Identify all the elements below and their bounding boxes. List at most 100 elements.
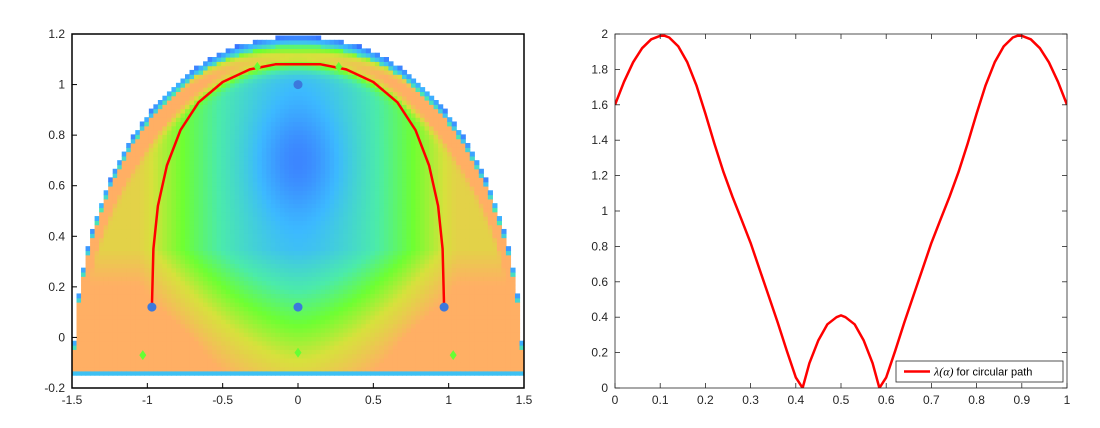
heatmap-cell xyxy=(234,82,240,88)
heatmap-cell xyxy=(352,65,358,71)
heatmap-cell xyxy=(121,181,127,187)
heatmap-cell xyxy=(352,246,358,252)
heatmap-cell xyxy=(266,297,272,303)
heatmap-cell xyxy=(270,216,276,221)
heatmap-cell xyxy=(103,246,109,252)
heatmap-cell xyxy=(157,168,163,174)
heatmap-cell xyxy=(352,164,358,170)
heatmap-cell xyxy=(171,306,177,312)
heatmap-cell xyxy=(392,332,399,338)
heatmap-cell xyxy=(203,65,209,71)
heatmap-cell xyxy=(279,125,286,131)
heatmap-cell xyxy=(252,349,258,355)
heatmap-cell xyxy=(212,95,218,101)
heatmap-cell xyxy=(383,233,389,239)
heatmap-cell xyxy=(275,280,281,286)
heatmap-cell xyxy=(130,284,136,290)
heatmap-cell xyxy=(298,336,304,342)
heatmap-cell xyxy=(284,271,290,277)
heatmap-cell xyxy=(225,61,231,67)
heatmap-cell xyxy=(198,151,204,157)
heatmap-cell xyxy=(293,134,299,140)
heatmap-cell xyxy=(347,289,353,295)
heatmap-cell xyxy=(252,284,258,290)
heatmap-cell xyxy=(148,220,154,226)
heatmap-cell xyxy=(383,173,389,178)
heatmap-cell xyxy=(365,207,371,213)
heatmap-cell xyxy=(334,224,340,230)
heatmap-cell xyxy=(392,190,399,196)
heatmap-cell xyxy=(338,289,344,295)
heatmap-cell xyxy=(293,362,299,368)
heatmap-cell xyxy=(316,69,322,75)
heatmap-cell xyxy=(298,190,304,196)
heatmap-cell xyxy=(157,327,163,333)
heatmap-cell xyxy=(166,112,173,118)
heatmap-cell xyxy=(284,246,290,252)
heatmap-cell xyxy=(347,147,353,153)
heatmap-cell xyxy=(329,319,335,325)
heatmap-cell xyxy=(392,91,399,97)
heatmap-cell xyxy=(365,289,371,295)
heatmap-cell xyxy=(126,284,132,290)
heatmap-cell xyxy=(361,349,367,355)
heatmap-cell xyxy=(162,220,168,226)
heatmap-cell xyxy=(352,173,358,178)
heatmap-cell xyxy=(343,216,349,221)
heatmap-cell xyxy=(401,233,408,239)
heatmap-cell xyxy=(221,185,227,191)
heatmap-cell xyxy=(316,52,322,58)
heatmap-cell xyxy=(221,87,227,92)
heatmap-cell xyxy=(252,117,258,123)
heatmap-cell xyxy=(203,280,209,286)
heatmap-cell xyxy=(343,276,349,282)
heatmap-cell xyxy=(148,345,154,350)
heatmap-cell xyxy=(108,224,114,230)
heatmap-cell xyxy=(361,78,367,84)
heatmap-cell xyxy=(338,297,344,303)
heatmap-cell xyxy=(225,108,231,114)
heatmap-cell xyxy=(248,207,254,213)
heatmap-cell xyxy=(207,61,213,67)
heatmap-cell xyxy=(130,370,136,376)
heatmap-cell xyxy=(180,345,186,350)
heatmap-cell xyxy=(175,112,182,118)
heatmap-cell xyxy=(90,254,96,260)
heatmap-cell xyxy=(383,177,389,183)
heatmap-cell xyxy=(248,302,254,307)
heatmap-cell xyxy=(293,138,299,144)
heatmap-cell xyxy=(203,370,209,376)
heatmap-cell xyxy=(144,134,150,140)
heatmap-cell xyxy=(361,130,367,135)
heatmap-cell xyxy=(343,82,349,88)
heatmap-cell xyxy=(401,357,408,363)
heatmap-cell xyxy=(216,87,222,92)
heatmap-cell xyxy=(266,142,272,148)
heatmap-cell xyxy=(194,151,200,157)
heatmap-cell xyxy=(352,130,358,135)
heatmap-cell xyxy=(279,211,286,217)
heatmap-cell xyxy=(99,207,105,213)
heatmap-cell xyxy=(365,211,371,217)
heatmap-cell xyxy=(338,224,344,230)
heatmap-cell xyxy=(85,302,91,307)
heatmap-cell xyxy=(379,241,385,247)
heatmap-cell xyxy=(338,310,344,316)
heatmap-cell xyxy=(180,198,186,204)
heatmap-cell xyxy=(401,147,408,153)
heatmap-cell xyxy=(338,263,344,269)
heatmap-cell xyxy=(121,336,127,342)
heatmap-cell xyxy=(126,220,132,226)
heatmap-cell xyxy=(356,224,362,230)
heatmap-cell xyxy=(203,190,209,196)
heatmap-cell xyxy=(239,74,245,80)
heatmap-cell xyxy=(284,78,290,84)
heatmap-cell xyxy=(311,57,317,62)
heatmap-cell xyxy=(401,155,408,161)
heatmap-cell xyxy=(171,241,177,247)
heatmap-cell xyxy=(198,181,204,187)
heatmap-cell xyxy=(356,194,362,200)
heatmap-cell xyxy=(329,168,335,174)
heatmap-cell xyxy=(320,203,326,209)
heatmap-cell xyxy=(374,241,380,247)
